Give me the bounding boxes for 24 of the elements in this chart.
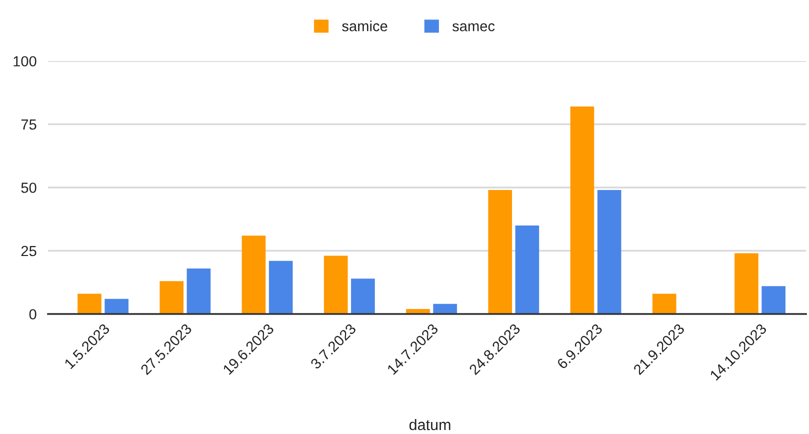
y-tick-label: 25	[21, 246, 36, 256]
bar	[597, 190, 622, 314]
bar	[762, 286, 786, 314]
bar	[570, 106, 594, 314]
bar	[268, 260, 293, 314]
y-tick-label: 0	[29, 309, 36, 320]
bar	[515, 225, 540, 314]
bar	[652, 294, 676, 314]
bar	[324, 256, 348, 314]
y-tick-label: 75	[21, 120, 36, 130]
legend-label: samice	[342, 20, 388, 32]
bar	[242, 236, 266, 314]
bar	[488, 190, 512, 314]
bar	[734, 253, 758, 314]
y-tick-label: 50	[21, 182, 36, 193]
y-tick-label: 100	[14, 56, 36, 66]
bar	[160, 281, 184, 314]
bar	[433, 304, 457, 314]
bar	[351, 278, 375, 314]
legend-label: samec	[452, 23, 495, 32]
bar	[104, 298, 128, 314]
bar	[78, 294, 102, 314]
x-axis-title: datum	[409, 418, 450, 430]
bar	[186, 268, 211, 314]
